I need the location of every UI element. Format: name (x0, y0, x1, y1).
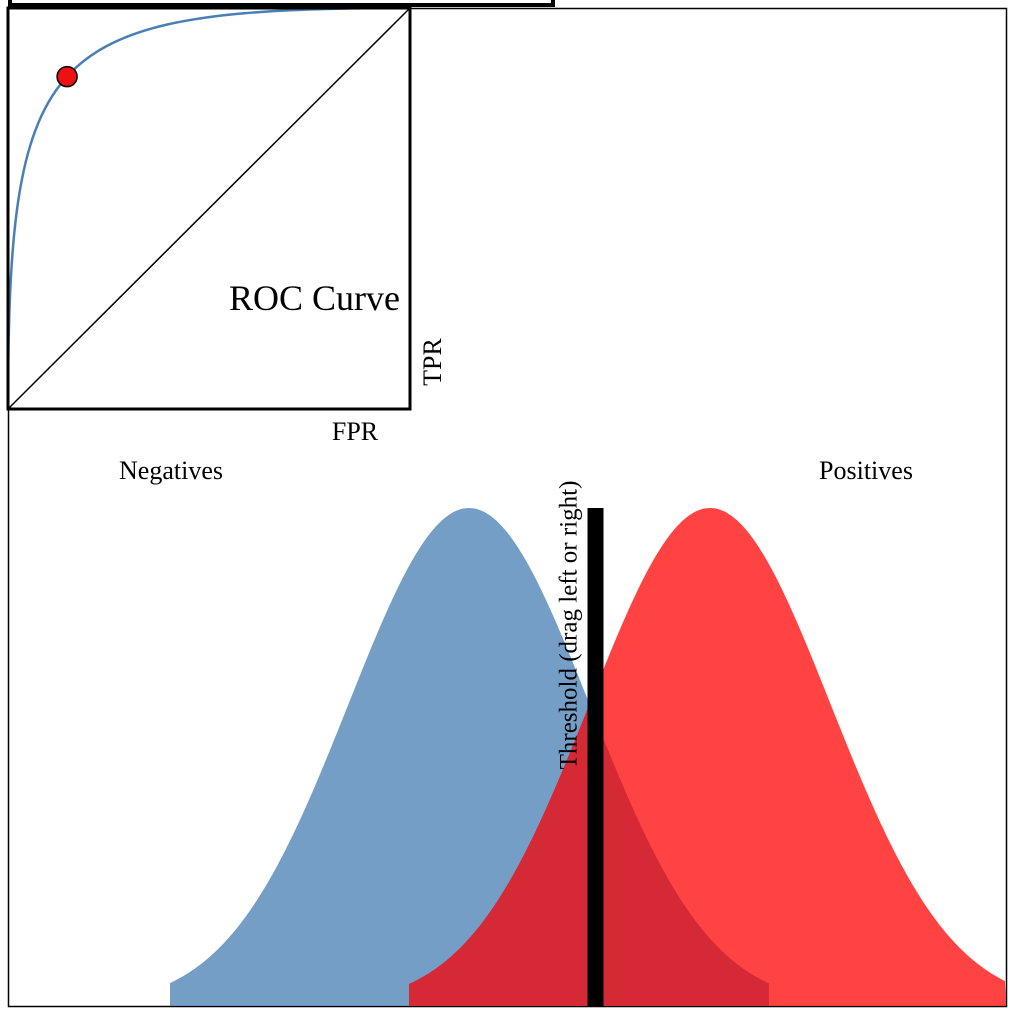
threshold-line-handle[interactable] (587, 508, 604, 1006)
roc-title: ROC Curve (229, 278, 400, 318)
main-frame (7, 7, 1008, 1008)
roc-diagonal (7, 7, 411, 410)
top-panel-edge (8, 0, 555, 7)
negatives-label: Negatives (119, 456, 223, 485)
roc-ylabel: TPR (418, 338, 447, 386)
roc-operating-point (56, 65, 78, 88)
threshold-label: Threshold (drag left or right) (556, 481, 583, 770)
roc-panel: ROC Curve FPR TPR (6, 6, 447, 446)
positives-label: Positives (819, 456, 913, 485)
roc-xlabel: FPR (332, 417, 379, 446)
roc-panel-frame (6, 6, 412, 411)
